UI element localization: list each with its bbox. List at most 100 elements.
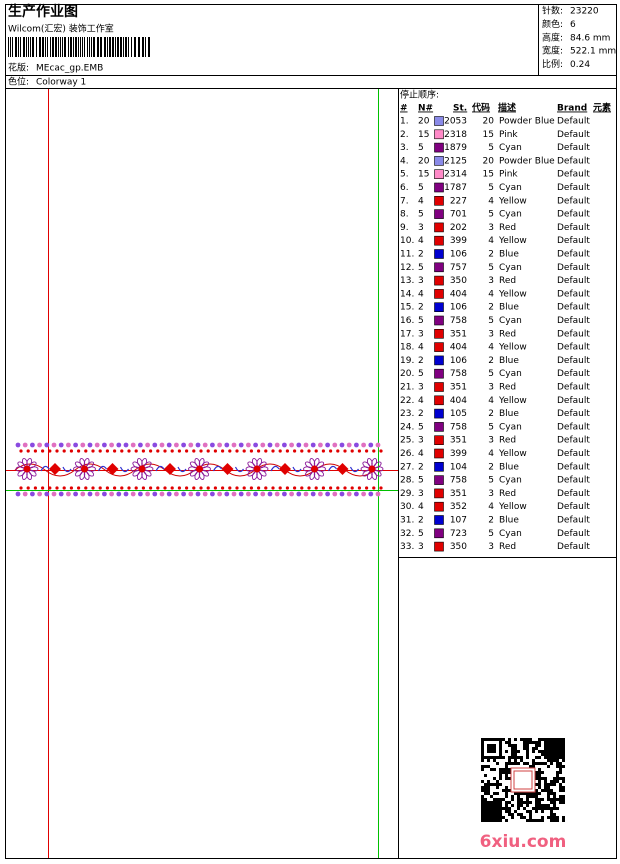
bead: [242, 486, 246, 490]
brand: Default: [557, 196, 590, 206]
qr-cell: [562, 798, 565, 801]
stitches: 351: [450, 436, 467, 446]
bead: [22, 442, 28, 448]
qr-cell: [541, 771, 544, 774]
bar: [52, 37, 54, 57]
bead: [192, 486, 196, 490]
qr-cell: [562, 753, 565, 756]
bead: [274, 491, 280, 497]
qr-cell: [544, 750, 547, 753]
row-number: 13.: [400, 276, 414, 286]
qr-cell: [544, 753, 547, 756]
bead: [264, 486, 268, 490]
description: Blue: [499, 462, 519, 472]
description: Red: [499, 542, 516, 552]
brand: Default: [557, 516, 590, 526]
qr-cell: [556, 756, 559, 759]
qr-cell: [481, 759, 484, 762]
bead: [246, 442, 251, 448]
qr-cell: [499, 813, 502, 816]
qr-cell: [520, 798, 523, 801]
bead: [314, 449, 318, 453]
qr-cell: [514, 753, 517, 756]
bar: [39, 37, 41, 57]
bead: [123, 442, 129, 448]
brand: Default: [557, 462, 590, 472]
bead: [278, 486, 282, 490]
qr-cell: [487, 786, 490, 789]
stitches: 758: [450, 369, 467, 379]
bead: [296, 442, 302, 448]
bead: [166, 442, 172, 448]
qr-cell: [490, 750, 493, 753]
qr-cell: [493, 819, 496, 822]
stitches: 1787: [444, 183, 467, 193]
needle: 3: [418, 223, 424, 233]
qr-cell: [508, 744, 511, 747]
color-swatch: [434, 169, 444, 179]
description: Yellow: [498, 502, 527, 512]
bar: [123, 37, 124, 57]
qr-cell: [535, 810, 538, 813]
bar: [100, 37, 102, 57]
row-number: 5.: [400, 170, 409, 180]
bar: [80, 37, 81, 57]
qr-cell: [499, 801, 502, 804]
qr-cell: [553, 744, 556, 747]
qr-cell: [505, 807, 508, 810]
leaf: [119, 466, 129, 473]
bar: [55, 37, 57, 57]
needle: 2: [418, 303, 424, 313]
bead: [44, 491, 50, 497]
qr-cell: [493, 804, 496, 807]
leaf: [221, 463, 234, 475]
qr-cell: [511, 744, 514, 747]
bead: [257, 486, 261, 490]
qr-cell: [481, 795, 484, 798]
qr-cell: [511, 816, 514, 819]
qr-cell: [550, 789, 553, 792]
bead: [235, 449, 239, 453]
qr-cell: [493, 738, 496, 741]
qr-cell: [526, 744, 529, 747]
qr-cell: [484, 738, 487, 741]
qr-cell: [553, 750, 556, 753]
qr-cell: [559, 756, 562, 759]
qr-cell: [499, 771, 502, 774]
bead: [91, 449, 95, 453]
qr-cell: [547, 792, 550, 795]
bead: [94, 491, 100, 497]
stitches: 757: [450, 263, 467, 273]
row-number: 28.: [400, 476, 414, 486]
bead: [274, 442, 280, 448]
code: 4: [488, 343, 494, 353]
bead: [221, 486, 225, 490]
qr-cell: [505, 789, 508, 792]
qr-cell: [499, 744, 502, 747]
code: 4: [488, 289, 494, 299]
qr-cell: [556, 762, 559, 765]
qr-cell: [493, 768, 496, 771]
stitches: 2053: [444, 117, 467, 127]
code: 4: [488, 236, 494, 246]
qr-cell: [508, 768, 511, 771]
bead: [303, 442, 309, 448]
qr-cell: [559, 744, 562, 747]
title: 生产作业图: [8, 3, 78, 20]
qr-cell: [532, 750, 535, 753]
row-number: 25.: [400, 436, 414, 446]
needle: 5: [418, 316, 424, 326]
bead: [368, 491, 374, 497]
bead: [109, 442, 114, 448]
bead: [22, 491, 28, 497]
bead: [87, 491, 93, 497]
row-number: 27.: [400, 462, 414, 472]
bead: [285, 486, 289, 490]
column-header: 描述: [498, 102, 516, 114]
bar: [138, 37, 140, 57]
qr-cell: [550, 738, 553, 741]
bead: [336, 449, 340, 453]
qr-cell: [562, 750, 565, 753]
qr-cell: [550, 783, 553, 786]
code: 4: [488, 196, 494, 206]
